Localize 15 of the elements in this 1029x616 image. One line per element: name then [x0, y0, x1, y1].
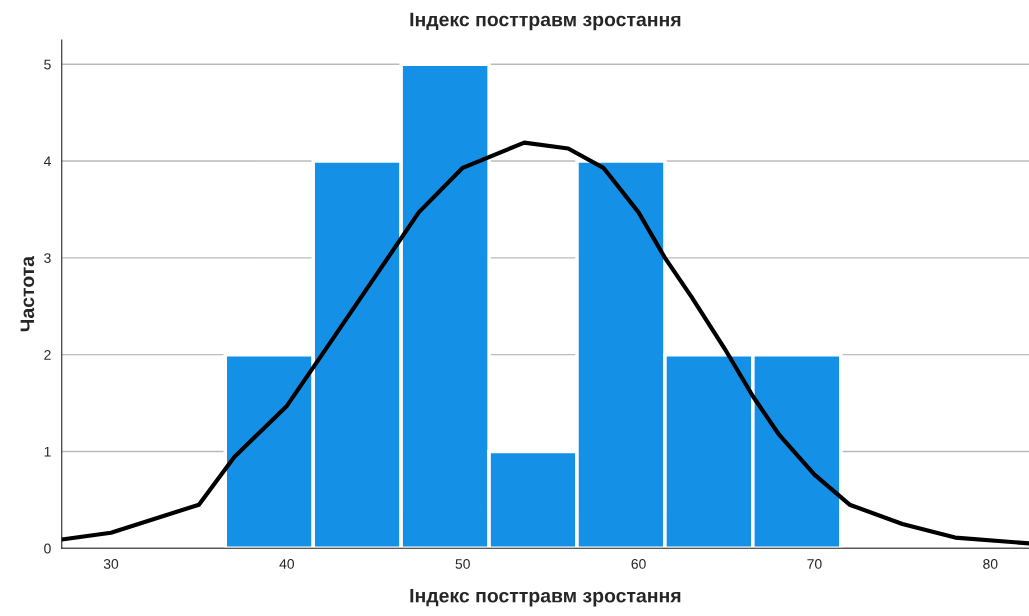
x-tick-label: 70: [807, 559, 822, 569]
x-axis-title: Індекс посттравм зростання: [410, 588, 681, 607]
y-tick-label: 1: [44, 446, 51, 457]
chart-title: Індекс посттравм зростання: [410, 12, 681, 31]
x-tick-label: 30: [103, 559, 119, 569]
y-tick-label: 4: [43, 156, 51, 167]
x-tick-label: 50: [455, 559, 470, 569]
x-tick-label: 60: [631, 559, 646, 569]
x-tick-label: 80: [983, 559, 998, 569]
x-tick-label: 40: [279, 559, 295, 569]
y-tick-label: 3: [44, 253, 51, 264]
y-tick-label: 5: [44, 59, 51, 70]
y-tick-label: 2: [44, 349, 51, 360]
y-axis-title: Частота: [20, 255, 35, 332]
y-tick-label: 0: [44, 543, 51, 554]
